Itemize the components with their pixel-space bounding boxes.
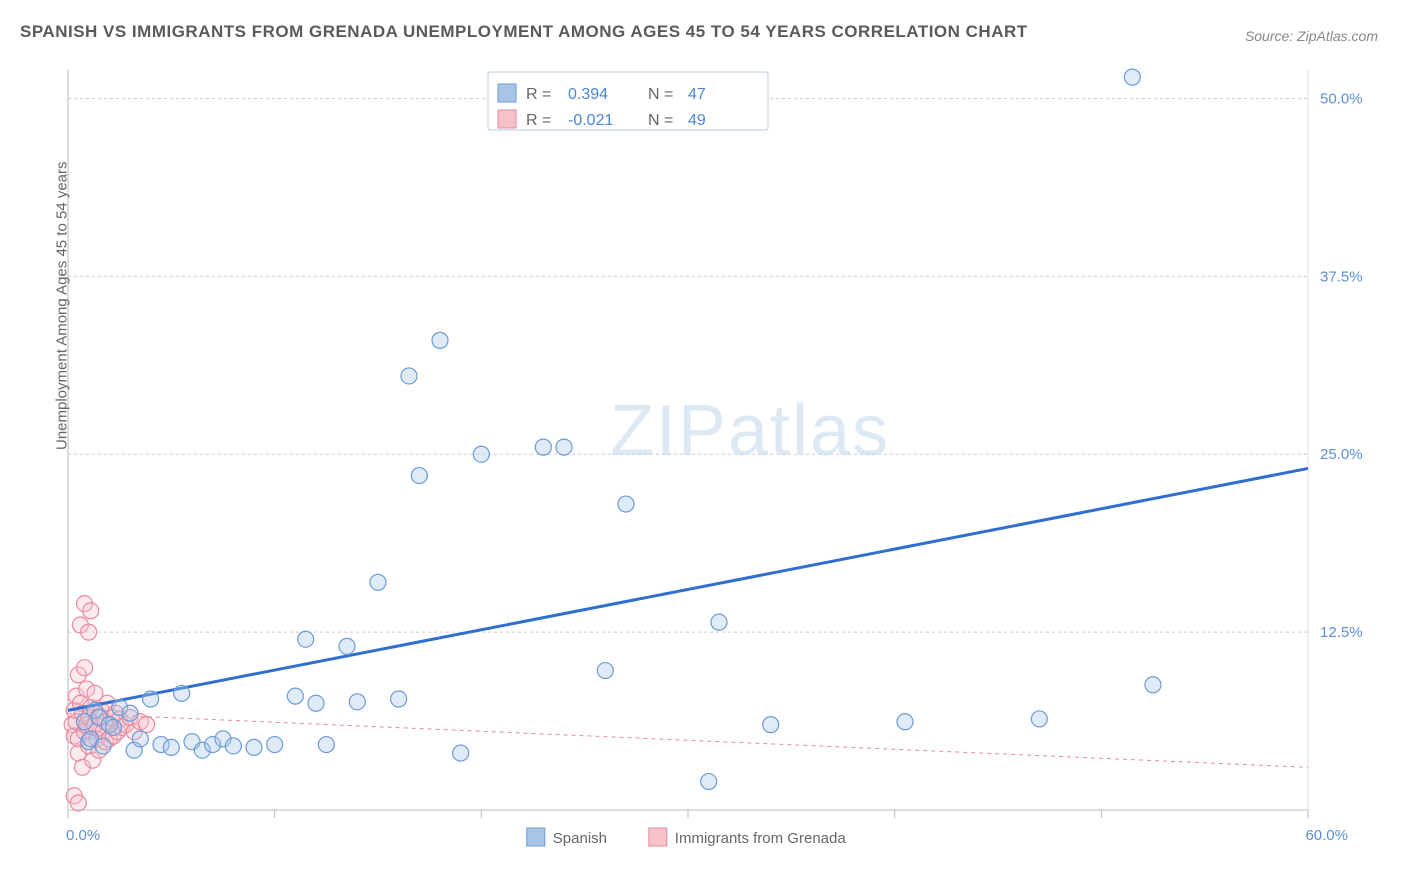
data-point bbox=[473, 446, 489, 462]
data-point bbox=[339, 638, 355, 654]
data-point bbox=[618, 496, 634, 512]
data-point bbox=[287, 688, 303, 704]
data-point bbox=[370, 574, 386, 590]
data-point bbox=[711, 614, 727, 630]
chart-container: Unemployment Among Ages 45 to 54 years 1… bbox=[48, 60, 1364, 840]
data-point bbox=[1031, 711, 1047, 727]
data-point bbox=[535, 439, 551, 455]
x-tick-label: 60.0% bbox=[1305, 827, 1348, 844]
legend-swatch bbox=[527, 828, 545, 846]
data-point bbox=[453, 745, 469, 761]
data-point bbox=[701, 774, 717, 790]
data-point bbox=[267, 737, 283, 753]
data-point bbox=[81, 624, 97, 640]
legend-label: Spanish bbox=[553, 830, 607, 847]
data-point bbox=[1124, 69, 1140, 85]
data-point bbox=[1145, 677, 1161, 693]
data-point bbox=[132, 731, 148, 747]
data-point bbox=[556, 439, 572, 455]
legend-n-value: 49 bbox=[688, 112, 706, 129]
y-axis-label: Unemployment Among Ages 45 to 54 years bbox=[54, 161, 71, 450]
trend-line bbox=[68, 468, 1308, 710]
legend-r-value: 0.394 bbox=[568, 86, 608, 103]
legend-swatch bbox=[498, 110, 516, 128]
data-point bbox=[349, 694, 365, 710]
y-tick-label: 25.0% bbox=[1320, 446, 1363, 463]
data-point bbox=[174, 685, 190, 701]
data-point bbox=[77, 660, 93, 676]
legend-n-label: N = bbox=[648, 112, 673, 129]
data-point bbox=[763, 717, 779, 733]
legend-swatch bbox=[498, 84, 516, 102]
data-point bbox=[411, 468, 427, 484]
data-point bbox=[308, 695, 324, 711]
data-point bbox=[597, 663, 613, 679]
legend-label: Immigrants from Grenada bbox=[675, 830, 847, 847]
y-tick-label: 37.5% bbox=[1320, 268, 1363, 285]
data-point bbox=[83, 603, 99, 619]
data-point bbox=[897, 714, 913, 730]
data-point bbox=[139, 717, 155, 733]
chart-title: SPANISH VS IMMIGRANTS FROM GRENADA UNEMP… bbox=[20, 22, 1028, 42]
x-tick-label: 0.0% bbox=[66, 827, 100, 844]
legend-n-value: 47 bbox=[688, 86, 706, 103]
data-point bbox=[225, 738, 241, 754]
legend-correlation: R = 0.394 N = 47 R = -0.021 N = 49 bbox=[488, 72, 768, 130]
legend-n-label: N = bbox=[648, 86, 673, 103]
watermark: ZIPatlas bbox=[610, 391, 890, 471]
data-point bbox=[163, 739, 179, 755]
y-tick-label: 50.0% bbox=[1320, 90, 1363, 107]
legend-series: Spanish Immigrants from Grenada bbox=[527, 828, 847, 847]
data-point bbox=[298, 631, 314, 647]
data-point bbox=[432, 332, 448, 348]
y-tick-label: 12.5% bbox=[1320, 624, 1363, 641]
legend-swatch bbox=[649, 828, 667, 846]
legend-r-label: R = bbox=[526, 112, 551, 129]
data-point bbox=[122, 705, 138, 721]
data-point bbox=[143, 691, 159, 707]
source-attribution: Source: ZipAtlas.com bbox=[1245, 28, 1378, 44]
data-point bbox=[246, 739, 262, 755]
data-point bbox=[391, 691, 407, 707]
data-point bbox=[105, 719, 121, 735]
data-point bbox=[318, 737, 334, 753]
data-point bbox=[70, 795, 86, 811]
legend-r-value: -0.021 bbox=[568, 112, 613, 129]
data-point bbox=[401, 368, 417, 384]
scatter-chart: 12.5% 25.0% 37.5% 50.0% ZIPatlas 0.0% 60.0% R =… bbox=[48, 60, 1364, 880]
data-point bbox=[95, 738, 111, 754]
legend-r-label: R = bbox=[526, 86, 551, 103]
